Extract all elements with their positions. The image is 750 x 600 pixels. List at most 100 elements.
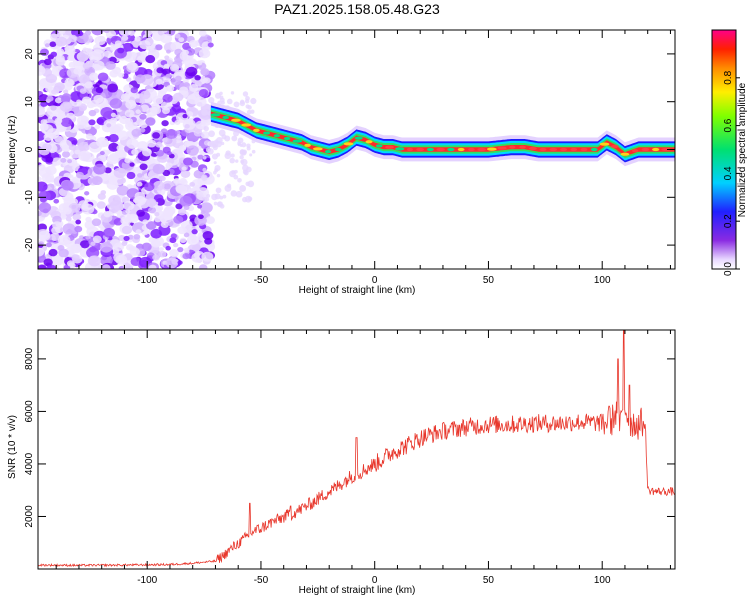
- noise-blob: [199, 202, 213, 214]
- noise-blob: [233, 101, 240, 108]
- noise-blob: [162, 94, 173, 103]
- noise-blob: [153, 194, 164, 203]
- colorbar-tick-label: 0.6: [723, 118, 734, 132]
- noise-blob: [76, 171, 84, 179]
- noise-blob: [222, 194, 227, 199]
- noise-blob: [81, 203, 95, 215]
- noise-blob: [237, 143, 241, 147]
- noise-blob: [186, 111, 194, 117]
- noise-blob: [99, 241, 113, 253]
- noise-blob: [125, 77, 132, 82]
- noise-blob: [97, 72, 109, 82]
- ridge-blob: [447, 147, 455, 152]
- noise-blob: [152, 163, 165, 175]
- noise-blob: [92, 235, 102, 244]
- snr-xtick-label: -50: [254, 575, 269, 586]
- noise-blob: [181, 166, 187, 171]
- ridge-blob: [416, 147, 425, 152]
- noise-blob: [63, 89, 69, 94]
- noise-blob: [91, 30, 104, 36]
- ridge-blob: [304, 143, 311, 147]
- noise-blob: [148, 264, 157, 269]
- noise-blob: [90, 241, 96, 246]
- noise-blob: [38, 65, 46, 76]
- colorbar-tick-label: 0.8: [723, 70, 734, 84]
- noise-blob: [110, 112, 117, 118]
- ridge-blob: [661, 147, 671, 152]
- noise-blob: [183, 157, 193, 166]
- noise-blob: [124, 157, 131, 164]
- noise-blob: [208, 130, 215, 138]
- colorbar-gradient: [711, 29, 737, 270]
- noise-blob: [237, 177, 242, 183]
- noise-blob: [75, 219, 82, 225]
- noise-blob: [88, 141, 102, 153]
- noise-blob: [161, 120, 169, 127]
- noise-blob: [186, 234, 200, 246]
- noise-blob: [169, 63, 180, 72]
- colorbar-label: Normalized spectral amplitude: [737, 82, 748, 217]
- noise-blob: [166, 49, 171, 54]
- ridge-blob: [231, 118, 241, 122]
- noise-blob: [173, 92, 184, 102]
- ridge-blob: [334, 147, 342, 152]
- noise-blob: [235, 190, 243, 198]
- noise-blob: [85, 133, 93, 140]
- noise-blob: [109, 152, 119, 162]
- noise-blob: [134, 195, 146, 206]
- noise-blob: [158, 250, 167, 258]
- noise-blob: [183, 247, 190, 253]
- ridge-blob: [283, 136, 291, 141]
- noise-blob: [177, 260, 183, 265]
- noise-blob: [193, 129, 203, 137]
- noise-blob: [164, 206, 175, 216]
- snr-xlabel: Height of straight line (km): [299, 585, 416, 596]
- noise-blob: [68, 34, 78, 43]
- ridge-blob: [599, 142, 610, 146]
- noise-blob: [78, 105, 86, 112]
- ridge-blob: [570, 147, 578, 152]
- noise-blob: [185, 66, 198, 77]
- noise-blob: [88, 119, 96, 126]
- noise-blob: [150, 228, 163, 239]
- noise-blob: [163, 63, 170, 69]
- noise-blob: [177, 208, 187, 216]
- noise-blob: [244, 99, 250, 104]
- noise-blob: [201, 109, 208, 116]
- noise-blob: [62, 223, 76, 235]
- noise-blob: [74, 225, 83, 233]
- noise-blob: [175, 184, 188, 194]
- noise-blob: [179, 237, 187, 244]
- noise-blob: [46, 95, 54, 102]
- noise-blob: [214, 193, 221, 200]
- ridge-band: [210, 111, 675, 157]
- noise-blob: [38, 210, 42, 217]
- noise-blob: [89, 72, 99, 81]
- spectrogram-ytick-label: -20: [24, 237, 35, 252]
- noise-blob: [61, 180, 74, 191]
- noise-blob: [127, 213, 139, 223]
- noise-blob: [231, 135, 238, 142]
- noise-blob: [138, 98, 146, 104]
- noise-blob: [76, 51, 89, 62]
- noise-blob: [144, 30, 153, 36]
- noise-blob: [43, 58, 52, 66]
- noise-blob: [182, 228, 188, 233]
- noise-blob: [197, 154, 204, 160]
- noise-blob: [44, 43, 50, 48]
- noise-blob: [54, 117, 63, 125]
- ridge-blob: [457, 147, 465, 152]
- noise-blob: [200, 68, 210, 76]
- snr-ytick-label: 2000: [24, 505, 35, 528]
- noise-blob: [139, 113, 147, 120]
- colorbar-tick-label: 0.0: [723, 262, 734, 276]
- noise-blob: [221, 141, 225, 146]
- noise-blob: [246, 146, 251, 151]
- noise-blob: [203, 125, 209, 132]
- noise-blob: [46, 105, 60, 117]
- colorbar: 0.0 0.2 0.4 0.6 0.8 Normalized spectral ampl…: [711, 29, 748, 276]
- snr-series-line: [38, 330, 675, 568]
- colorbar-tick-label: 0.2: [723, 214, 734, 228]
